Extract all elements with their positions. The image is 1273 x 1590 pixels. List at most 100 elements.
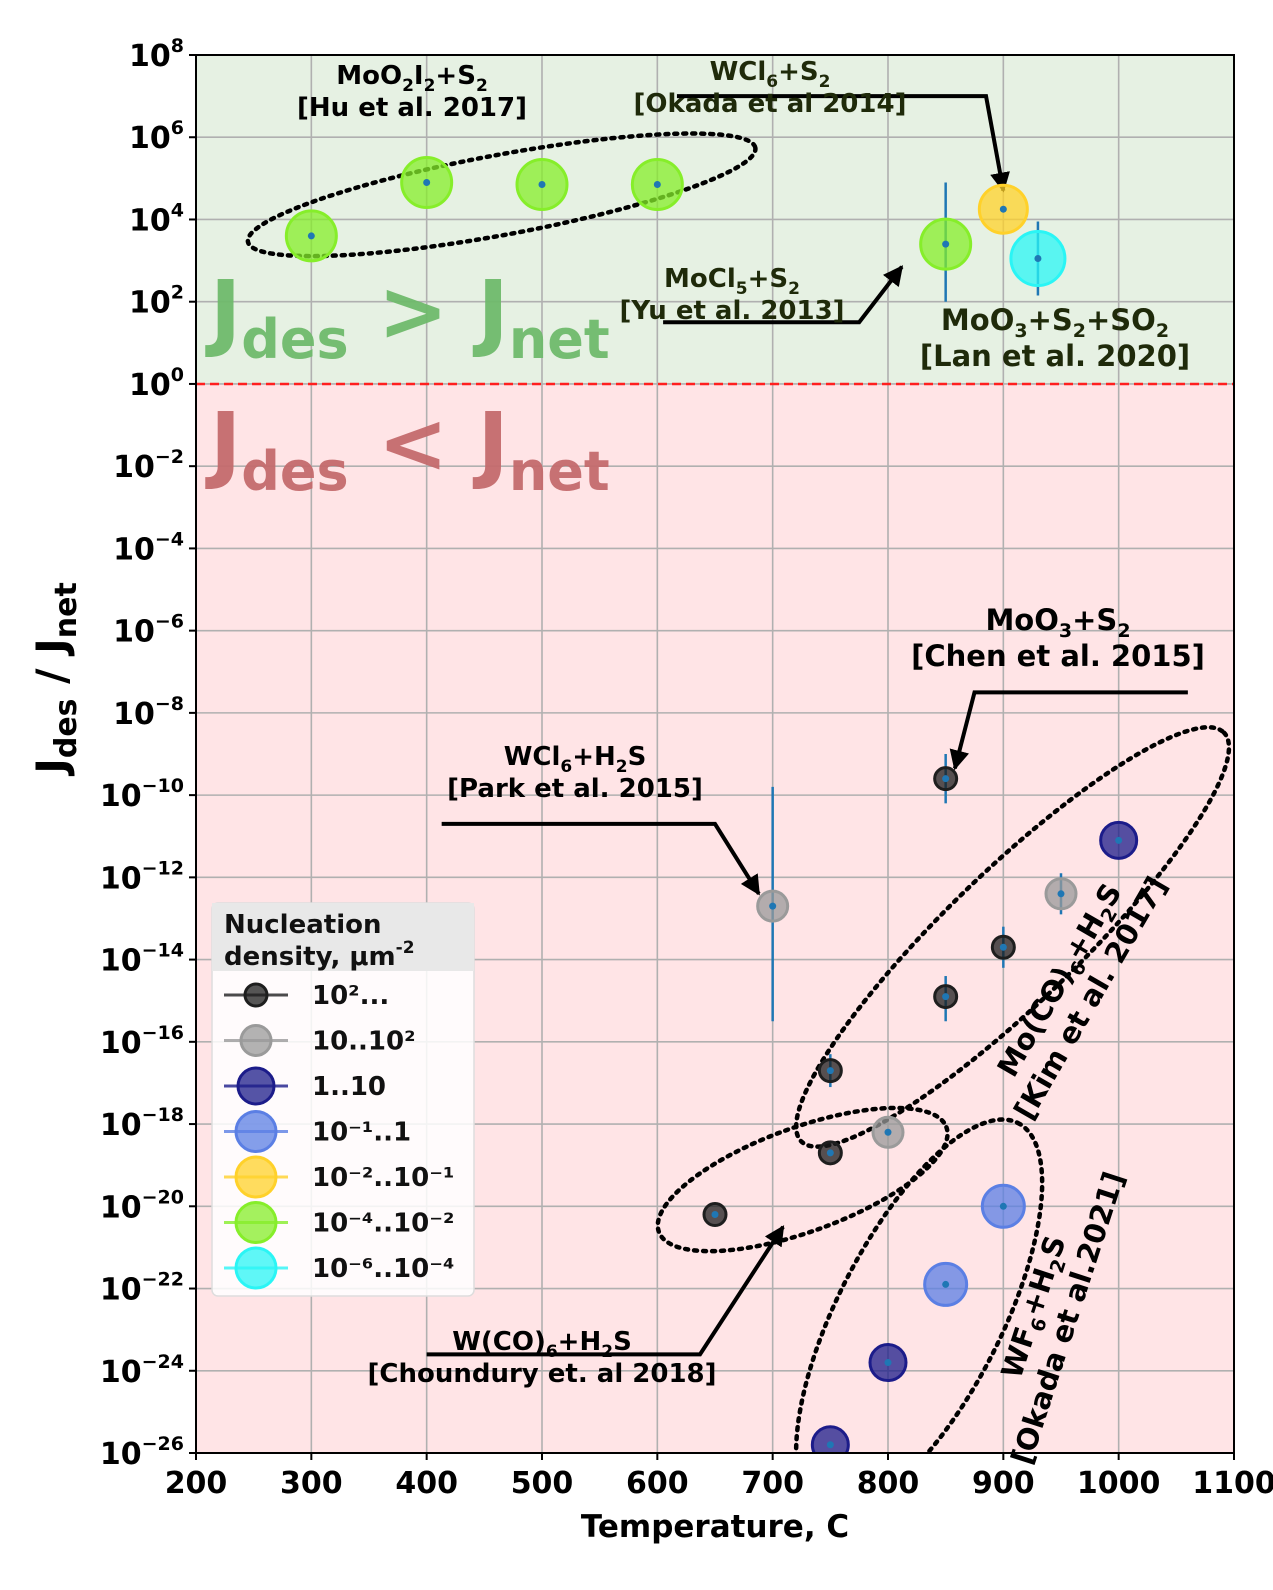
annotation-formula-part: +S — [778, 57, 819, 87]
legend-title-line2: density, μm-2 — [224, 938, 415, 972]
data-point-20 — [810, 1425, 850, 1453]
annotation-5: WCl6+H2S[Park et al. 2015] — [447, 742, 703, 804]
x-tick-label: 500 — [511, 1466, 574, 1501]
annotation-formula-part: MoO — [336, 61, 402, 91]
y-tick-label: 10−16 — [100, 1022, 184, 1061]
data-point-center — [999, 205, 1007, 213]
y-tick-base: 10 — [100, 1273, 142, 1308]
data-point-center — [999, 1202, 1007, 1210]
data-point-10 — [990, 926, 1016, 968]
data-point-center — [711, 1211, 719, 1219]
group-ellipse-kim — [793, 725, 1232, 1149]
legend-title-sup: -2 — [396, 938, 415, 958]
y-tick-base: 10 — [113, 615, 155, 650]
x-axis-label: Temperature, C — [581, 1509, 849, 1545]
annotation-formula: MoO2I2+S2 — [336, 61, 488, 96]
y-tick-base: 10 — [113, 532, 155, 567]
legend-marker — [243, 982, 269, 1008]
legend-marker — [234, 1201, 278, 1244]
region-label-lower: Jdes < Jnet — [205, 394, 610, 503]
legend-label: 10⁻²..10⁻¹ — [312, 1163, 454, 1193]
legend-title-background — [212, 903, 474, 971]
annotation-0: MoO2I2+S2[Hu et al. 2017] — [297, 61, 527, 123]
annotation-subscript: 2 — [402, 76, 414, 96]
annotation-subscript: 2 — [788, 279, 800, 299]
y-tick-base: 10 — [129, 368, 171, 403]
data-point-center — [942, 240, 950, 248]
y-axis-label: Jdes / Jnet — [27, 582, 84, 777]
legend-marker — [234, 1110, 278, 1153]
y-tick-exponent: 0 — [171, 364, 184, 386]
data-point-17 — [980, 1183, 1026, 1229]
annotation-6: W(CO)6+H2S[Choundury et. al 2018] — [367, 1327, 716, 1389]
data-point-16 — [756, 786, 790, 1022]
annotation-formula-part: +S — [748, 264, 789, 294]
data-point-3 — [630, 158, 684, 212]
annotation-subscript: 2 — [819, 72, 831, 92]
data-point-center — [423, 178, 431, 186]
y-tick-base: 10 — [129, 203, 171, 238]
annotation-subscript: 3 — [1014, 320, 1027, 342]
y-tick-base: 10 — [100, 1026, 142, 1061]
data-point-center — [826, 1067, 834, 1075]
y-tick-label: 108 — [129, 35, 184, 74]
annotation-citation: [Park et al. 2015] — [447, 774, 703, 804]
data-point-marker — [810, 1425, 850, 1453]
data-point-center — [884, 1359, 892, 1367]
annotation-citation: [Lan et al. 2020] — [920, 339, 1190, 373]
y-tick-exponent: −18 — [142, 1104, 184, 1126]
annotation-formula-part: WCl — [504, 742, 561, 772]
annotation-formula-part: MoCl — [664, 264, 736, 294]
annotation-subscript: 6 — [560, 757, 572, 777]
group-ellipse-choundury — [655, 1105, 950, 1254]
y-tick-label: 10−14 — [100, 940, 184, 979]
annotation-1: WCl6+S2[Okada et al 2014] — [634, 57, 907, 119]
y-tick-base: 10 — [129, 121, 171, 156]
y-tick-base: 10 — [100, 1355, 142, 1390]
legend-entry: 10⁻¹..1 — [224, 1110, 411, 1153]
x-tick-label: 1000 — [1077, 1466, 1161, 1501]
y-tick-label: 10−8 — [113, 693, 184, 732]
annotation-subscript: 6 — [546, 1342, 558, 1362]
annotation-subscript: 2 — [1156, 320, 1169, 342]
legend-marker — [234, 1155, 278, 1199]
data-point-center — [538, 181, 546, 189]
annotation-citation: [Hu et al. 2017] — [297, 93, 527, 123]
y-tick-exponent: −12 — [142, 857, 184, 879]
group-ellipse-okada2021 — [793, 1117, 1045, 1453]
data-point-5 — [977, 183, 1029, 235]
y-tick-label: 10−24 — [100, 1351, 184, 1390]
y-tick-exponent: −26 — [142, 1433, 184, 1455]
arrow-okada2014 — [676, 94, 1010, 193]
annotation-formula-part: WCl — [710, 57, 767, 87]
arrow-yu2013 — [663, 265, 904, 325]
legend-label: 10⁻¹..1 — [312, 1118, 411, 1148]
legend-entry: 1..10 — [224, 1066, 386, 1106]
data-point-center — [769, 902, 777, 910]
y-tick-label: 10−20 — [100, 1186, 184, 1225]
annotation-formula-part: S — [613, 1327, 632, 1357]
annotation-formula: MoO3+S2 — [985, 603, 1130, 642]
data-point-1 — [400, 155, 454, 209]
x-tick-label: 1100 — [1192, 1466, 1273, 1501]
legend-title-line1: Nucleation — [224, 910, 382, 940]
arrow-choundury2018 — [426, 1225, 785, 1357]
data-point-11 — [933, 976, 959, 1022]
legend-label: 10⁻⁶..10⁻⁴ — [312, 1254, 454, 1284]
data-point-center — [826, 1441, 834, 1449]
data-point-8 — [1099, 820, 1139, 860]
annotation-formula-part: +S — [1072, 603, 1117, 637]
y-tick-label: 10−18 — [100, 1104, 184, 1143]
legend-label: 1..10 — [312, 1072, 386, 1102]
annotation-subscript: 2 — [424, 76, 436, 96]
y-axis-label-sep: / J — [27, 638, 76, 698]
annotation-formula-part: S — [628, 742, 647, 772]
annotation-formula-part: +S — [435, 61, 476, 91]
data-point-center — [999, 943, 1007, 951]
data-point-center — [942, 993, 950, 1001]
annotation-formula-part: W(CO) — [452, 1327, 546, 1357]
data-point-center — [1057, 890, 1065, 898]
data-point-13 — [871, 1115, 905, 1149]
annotation-formula-part: MoO — [985, 603, 1058, 637]
annotation-citation: [Choundury et. al 2018] — [367, 1359, 716, 1389]
